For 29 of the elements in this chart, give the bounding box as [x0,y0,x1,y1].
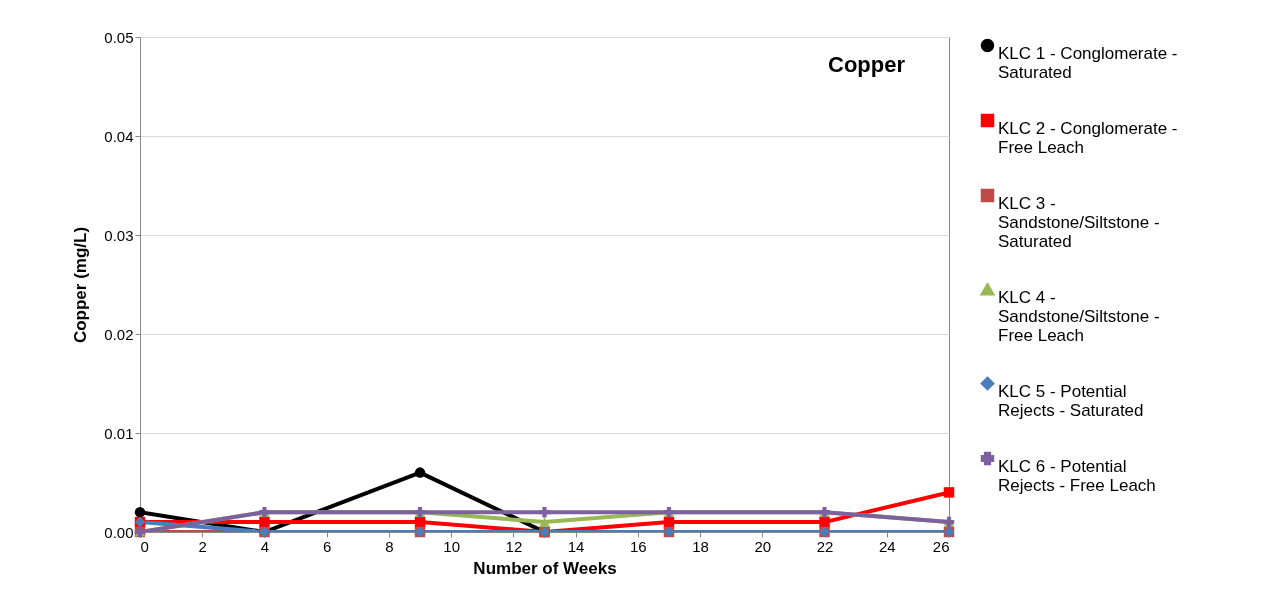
x-tick-label: 6 [323,537,332,555]
y-tick-label: 0.00 [104,523,134,541]
x-tick-label: 16 [630,537,647,555]
legend-label: KLC 5 - Potential Rejects - Saturated [998,381,1144,420]
legend-label: KLC 2 - Conglomerate - Free Leach [998,118,1178,157]
y-tick-label: 0.05 [104,28,134,46]
y-tick-label: 0.03 [104,226,134,244]
x-tick-label: 14 [567,537,585,555]
y-tick-label: 0.04 [104,127,134,145]
x-tick-label: 18 [692,537,709,555]
legend-label: KLC 3 - Sandstone/Siltstone - Saturated [998,193,1160,251]
x-tick-label: 12 [505,537,523,555]
legend-label: KLC 4 - Sandstone/Siltstone - Free Leach [998,287,1160,345]
legend-label: KLC 6 - Potential Rejects - Free Leach [998,456,1156,495]
x-tick-label: 0 [140,537,149,555]
x-tick-label: 26 [932,537,950,555]
x-tick-label: 24 [878,537,896,555]
x-tick-label: 4 [260,537,270,555]
y-tick-label: 0.02 [104,325,134,343]
x-axis-title: Number of Weeks [473,558,617,578]
y-axis-title: Copper (mg/L) [71,226,91,344]
x-tick-label: 20 [754,537,772,555]
x-tick-label: 22 [816,537,834,555]
text: Copper [828,52,906,77]
x-tick-label: 2 [198,537,207,555]
x-tick-label: 10 [443,537,460,555]
x-tick-label: 8 [385,537,394,555]
legend-label: KLC 1 - Conglomerate - Saturated [998,43,1178,82]
y-tick-label: 0.01 [104,424,134,442]
